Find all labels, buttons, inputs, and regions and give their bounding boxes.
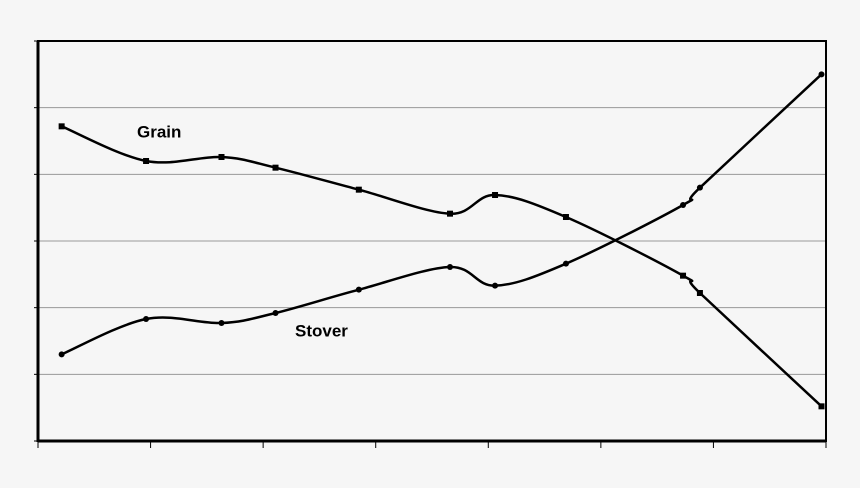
marker (447, 264, 454, 270)
marker (818, 403, 825, 410)
series-line (61, 73, 823, 356)
marker (447, 210, 454, 217)
marker (696, 290, 703, 296)
marker (272, 310, 279, 316)
marker (58, 351, 65, 358)
marker (492, 282, 499, 289)
marker (680, 202, 687, 208)
marker (143, 316, 150, 322)
marker (696, 184, 703, 191)
series-line (61, 125, 823, 408)
marker (680, 272, 687, 279)
marker (355, 286, 362, 293)
series-label: Stover (295, 321, 348, 340)
marker (143, 158, 150, 164)
marker (355, 186, 362, 193)
marker (218, 154, 225, 160)
marker (818, 71, 825, 78)
marker (562, 214, 569, 220)
marker (218, 320, 225, 326)
marker (492, 192, 499, 198)
series-label: Grain (137, 122, 181, 141)
marker (58, 123, 65, 130)
marker (562, 260, 569, 267)
marker (272, 164, 279, 171)
